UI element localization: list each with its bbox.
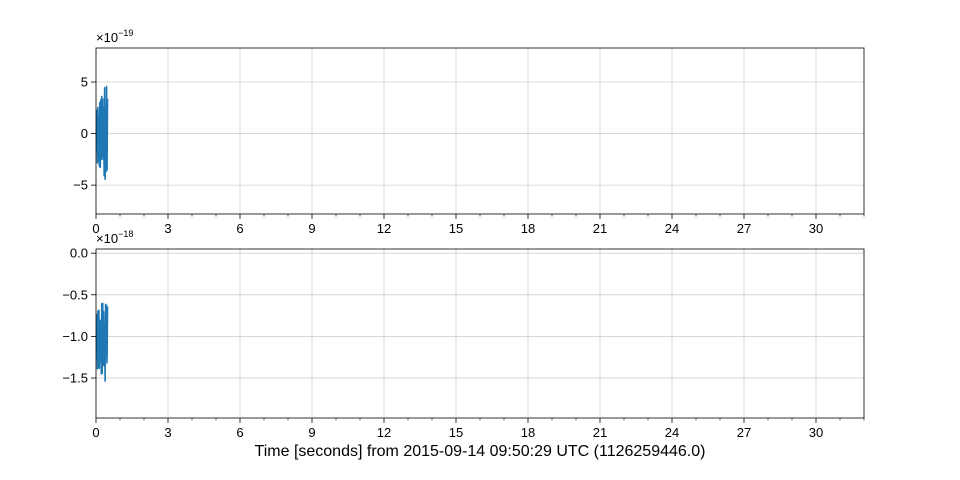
top-panel-trace [96, 85, 109, 181]
top-panel: 0 3 6 9 12 15 18 21 24 27 30 −5 0 5 ×10−19 [73, 28, 865, 236]
bottom-panel-ticks: 0 3 6 9 12 15 18 21 24 27 30 −1.5 −1.0 −0.5 0.0 [62, 246, 865, 440]
strain-series-line [96, 302, 109, 382]
top-panel-grid [95, 48, 864, 214]
top-panel-multiplier-exponent: −19 [118, 28, 133, 38]
x-tick-label: 6 [236, 425, 243, 440]
x-tick-label: 27 [737, 221, 751, 236]
x-tick-label: 12 [377, 221, 391, 236]
bottom-panel: 0 3 6 9 12 15 18 21 24 27 30 −1.5 −1.0 −0.5 0.0 ×10−18 [62, 229, 865, 440]
x-tick-label: 18 [521, 425, 535, 440]
bottom-panel-multiplier-exponent: −18 [118, 229, 133, 239]
y-tick-label: 5 [81, 75, 88, 90]
x-tick-label: 15 [449, 425, 463, 440]
x-tick-label: 30 [809, 221, 823, 236]
y-tick-label: −0.5 [62, 287, 88, 302]
bottom-panel-multiplier: ×10−18 [96, 229, 133, 246]
top-panel-multiplier-base: ×10 [96, 30, 118, 45]
y-tick-label: 0 [81, 126, 88, 141]
x-tick-label: 9 [308, 425, 315, 440]
top-panel-ticks: 0 3 6 9 12 15 18 21 24 27 30 −5 0 5 [73, 75, 865, 236]
x-tick-label: 27 [737, 425, 751, 440]
y-tick-label: −1.5 [62, 371, 88, 386]
y-tick-label: −1.0 [62, 329, 88, 344]
x-tick-label: 3 [164, 221, 171, 236]
x-axis-label: Time [seconds] from 2015-09-14 09:50:29 … [255, 443, 706, 460]
x-tick-label: 24 [665, 425, 679, 440]
x-tick-label: 24 [665, 221, 679, 236]
x-tick-label: 0 [92, 221, 99, 236]
x-tick-label: 15 [449, 221, 463, 236]
top-panel-multiplier: ×10−19 [96, 28, 133, 45]
x-tick-label: 12 [377, 425, 391, 440]
bottom-panel-grid [95, 249, 864, 418]
x-tick-label: 21 [593, 425, 607, 440]
x-tick-label: 6 [236, 221, 243, 236]
x-tick-label: 0 [92, 425, 99, 440]
y-tick-label: −5 [73, 178, 88, 193]
bottom-panel-trace [96, 302, 109, 382]
x-tick-label: 18 [521, 221, 535, 236]
x-tick-label: 9 [308, 221, 315, 236]
x-tick-label: 30 [809, 425, 823, 440]
y-tick-label: 0.0 [70, 246, 88, 261]
bottom-panel-multiplier-base: ×10 [96, 231, 118, 246]
strain-series-line [96, 85, 109, 181]
x-tick-label: 3 [164, 425, 171, 440]
x-tick-label: 21 [593, 221, 607, 236]
